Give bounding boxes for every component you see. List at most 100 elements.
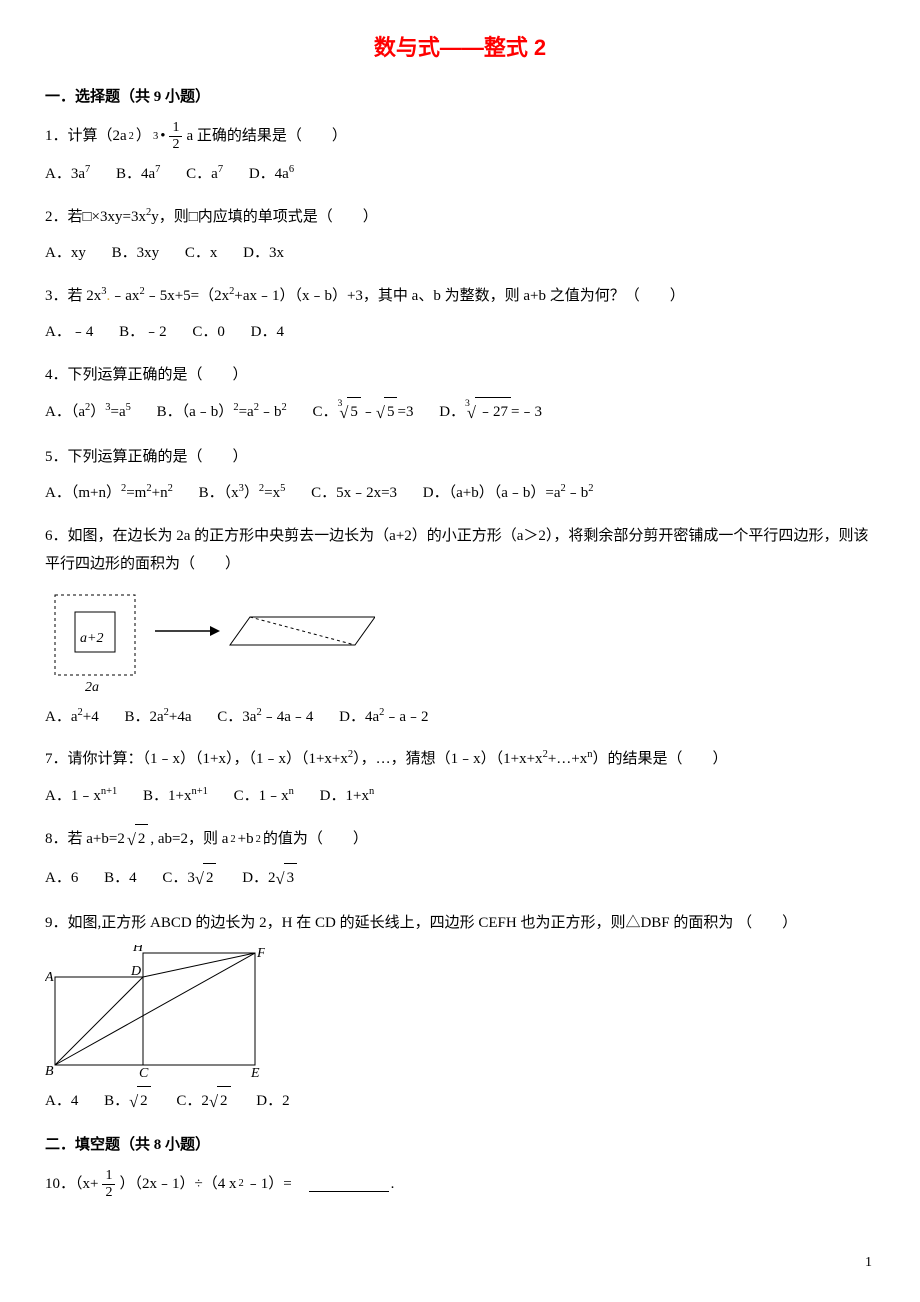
q6-opt-b: B．2a2+4a	[124, 703, 191, 732]
q3-text-c: ﹣5x+5=（2x	[145, 288, 229, 304]
q7d-s: n	[369, 786, 374, 797]
q5-opt-b: B．（x3）2=x5	[199, 479, 286, 508]
question-10: 10．（x+ 12 ）（2x﹣1）÷（4 x2﹣1）= .	[45, 1169, 875, 1200]
q8-b: , ab=2，则 a	[150, 825, 228, 854]
page-number: 1	[865, 1252, 872, 1274]
q6a-a: A．a	[45, 709, 78, 725]
q9-opt-b: B．√2	[104, 1086, 151, 1117]
q5d-a: D．（a+b）（a﹣b）=a	[423, 485, 561, 501]
q4-d-r: ﹣27	[475, 397, 511, 427]
q6b-b: +4a	[169, 709, 192, 725]
q3-opt-b: B．﹣2	[119, 318, 167, 347]
q4-c-r2: 5	[384, 397, 398, 427]
q1-opt-c: C．a	[186, 166, 218, 182]
q10-d: .	[391, 1170, 395, 1199]
q5-opt-c: C．5x﹣2x=3	[311, 479, 397, 508]
q1-text-c: •	[160, 122, 165, 151]
q1-opt-b-sup: 7	[155, 164, 160, 175]
q9b-r: 2	[137, 1086, 151, 1116]
q5a-s3: 2	[168, 483, 173, 494]
q4-c-pre: C．	[312, 404, 337, 420]
question-5: 5．下列运算正确的是（ ）	[45, 443, 875, 472]
svg-text:D: D	[130, 964, 141, 979]
q4-a-a: A．（a	[45, 404, 85, 420]
svg-text:A: A	[45, 970, 54, 985]
q1-opt-d-sup: 6	[289, 164, 294, 175]
q8-d: 的值为（ ）	[263, 825, 368, 854]
q9-options: A．4 B．√2 C．2√2 D．2	[45, 1086, 875, 1117]
q8-r1: 2	[135, 824, 149, 854]
q1-opt-a-sup: 7	[85, 164, 90, 175]
page-title: 数与式——整式 2	[45, 30, 875, 65]
q4-options: A．（a2）3=a5 B．（a﹣b）2=a2﹣b2 C．3√5﹣√5=3 D．3…	[45, 397, 875, 428]
q8d-pre: D．2	[242, 870, 275, 886]
q4-d-post: =﹣3	[511, 404, 542, 420]
q6c-b: ﹣4a﹣4	[262, 709, 314, 725]
q10-fn: 1	[102, 1169, 115, 1185]
q4-opt-c: C．3√5﹣√5=3	[312, 397, 413, 428]
q9c-pre: C．2	[176, 1093, 209, 1109]
q4-c-r1: 5	[347, 397, 361, 427]
svg-text:B: B	[45, 1064, 54, 1079]
q7-opt-b: B．1+xn+1	[143, 782, 208, 811]
q7b-s: n+1	[191, 786, 207, 797]
q8-a: 8．若 a+b=2	[45, 825, 125, 854]
q4-b-b: =a	[239, 404, 254, 420]
q6a-b: +4	[83, 709, 99, 725]
q7-b: ），…，猜想（1﹣x）（1+x+x	[353, 751, 542, 767]
q4-b-a: B．（a﹣b）	[157, 404, 234, 420]
q5a-c: +n	[152, 485, 168, 501]
q10-a: 10．（x+	[45, 1170, 98, 1199]
question-7: 7．请你计算：（1﹣x）（1+x），（1﹣x）（1+x+x2），…，猜想（1﹣x…	[45, 745, 875, 774]
svg-text:a+2: a+2	[80, 631, 103, 646]
question-1: 1．计算（2a2）3• 12 a 正确的结果是（ ）	[45, 121, 875, 152]
q5-options: A．（m+n）2=m2+n2 B．（x3）2=x5 C．5x﹣2x=3 D．（a…	[45, 479, 875, 508]
q9-opt-c: C．2√2	[176, 1086, 230, 1117]
q7-c: +…+x	[548, 751, 587, 767]
q8-opt-b: B．4	[104, 864, 137, 893]
q5d-s2: 2	[588, 483, 593, 494]
q8-opt-a: A．6	[45, 864, 78, 893]
q8c-rad: √2	[195, 863, 217, 894]
q8-opt-c: C．3√2	[162, 863, 216, 894]
fill-blank	[309, 1176, 389, 1193]
q4-opt-b: B．（a﹣b）2=a2﹣b2	[157, 398, 287, 427]
q8d-rad: √3	[276, 863, 298, 894]
section-1-heading: 一．选择题（共 9 小题）	[45, 85, 875, 109]
q6c-a: C．3a	[217, 709, 256, 725]
question-4: 4．下列运算正确的是（ ）	[45, 361, 875, 390]
q6b-a: B．2a	[124, 709, 163, 725]
q5-opt-a: A．（m+n）2=m2+n2	[45, 479, 173, 508]
q4-c-rad2: √5	[376, 397, 398, 428]
q4-c-post: =3	[397, 404, 413, 420]
q3-text-b: ﹣ax	[110, 288, 139, 304]
q4-a-c: =a	[111, 404, 126, 420]
q3-text-a: 3．若 2x	[45, 288, 101, 304]
q8d-r: 3	[284, 863, 298, 893]
q1-frac-num: 1	[169, 121, 182, 137]
q1-opt-b: B．4a	[116, 166, 155, 182]
q4-b-s3: 2	[281, 402, 286, 413]
q5a-a: A．（m+n）	[45, 485, 121, 501]
q9b-rad: √2	[129, 1086, 151, 1117]
q4-a-b: ）	[90, 404, 105, 420]
q3-opt-c: C．0	[192, 318, 225, 347]
q9-opt-d: D．2	[256, 1087, 289, 1116]
q4-d-rad: 3√﹣27	[465, 397, 511, 428]
q2-opt-d: D．3x	[243, 239, 284, 268]
question-6: 6．如图，在边长为 2a 的正方形中央剪去一边长为（a+2）的小正方形（a＞2）…	[45, 522, 875, 579]
q9c-r: 2	[217, 1086, 231, 1116]
q10-c: ﹣1）=	[246, 1170, 307, 1199]
q6-figure: a+2 2a	[45, 587, 375, 697]
q3-options: A．﹣4 B．﹣2 C．0 D．4	[45, 318, 875, 347]
svg-text:C: C	[139, 1066, 149, 1080]
q6d-b: ﹣a﹣2	[384, 709, 428, 725]
svg-text:F: F	[256, 946, 265, 961]
q3-text-d: +ax﹣1）（x﹣b）+3，其中 a、b 为整数，则 a+b 之值为何？（ ）	[234, 288, 684, 304]
q2-opt-b: B．3xy	[112, 239, 160, 268]
q3-opt-d: D．4	[251, 318, 284, 347]
q5d-b: ﹣b	[566, 485, 589, 501]
q8c-pre: C．3	[162, 870, 195, 886]
q1-frac-den: 2	[169, 137, 182, 152]
q2-opt-c: C．x	[185, 239, 218, 268]
